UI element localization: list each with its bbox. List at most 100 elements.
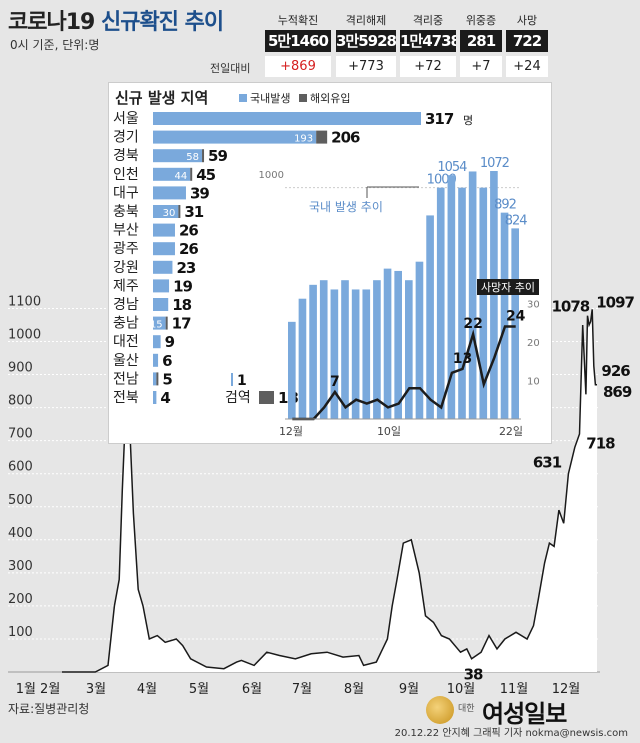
bar-value-label: 59	[208, 147, 227, 165]
bar-domestic	[153, 112, 421, 125]
trend-bar	[468, 171, 477, 419]
trend-bar	[383, 268, 392, 419]
stat-label: 누적확진	[277, 14, 319, 27]
y-tick-label: 500	[8, 493, 33, 508]
trend-bar	[436, 187, 445, 419]
bar-inner-label: 193	[294, 134, 313, 145]
trend-bar	[479, 187, 488, 419]
trend-bar	[426, 215, 434, 419]
bar-domestic	[153, 242, 175, 256]
x-tick-label: 8월	[344, 682, 364, 697]
bar-domestic	[153, 391, 157, 404]
category-label: 검역	[225, 390, 251, 406]
bar-domestic	[153, 335, 161, 349]
category-label: 인천	[113, 167, 139, 183]
bar-inner-label: 15	[150, 320, 163, 331]
trend-bar	[511, 228, 519, 419]
trend-y-tick: 1000	[259, 170, 284, 181]
bar-domestic	[153, 223, 175, 237]
trend-x-tick: 12월	[279, 425, 303, 438]
trend-bar	[298, 298, 307, 419]
series-line	[62, 309, 597, 673]
data-label: 38	[464, 665, 483, 683]
inset-title-text: 신규 발생 지역	[115, 89, 209, 107]
logo: 대한 여성일보	[424, 694, 614, 728]
trend-bar	[373, 280, 381, 419]
stat-change: +869	[265, 56, 331, 77]
trend-bar	[405, 280, 413, 419]
data-label: 1078	[551, 298, 589, 316]
stat-change: +773	[336, 56, 396, 77]
stat-value: 5만1460	[265, 30, 331, 52]
data-label: 869	[603, 383, 632, 401]
bar-domestic	[153, 149, 203, 163]
bar-domestic	[153, 298, 169, 311]
inset-title: 신규 발생 지역	[115, 87, 208, 108]
trend-bar	[309, 284, 317, 419]
data-label: 926	[601, 362, 630, 380]
bar-domestic	[231, 373, 233, 386]
bar-inner-label: 30	[163, 208, 176, 219]
stat-change: +7	[460, 56, 502, 77]
bar-overseas	[259, 391, 274, 404]
trend-bar-label: 1072	[480, 156, 509, 171]
inset-panel: 신규 발생 지역 국내발생 해외유입 서울 317 명 경기 193 206 경북 58 59 인…	[108, 82, 552, 444]
trend-bar	[341, 280, 349, 419]
trend-x-tick: 10일	[377, 424, 401, 438]
y-tick-label: 700	[8, 427, 33, 442]
y-tick-label: 400	[8, 526, 33, 541]
y-tick-label: 600	[8, 460, 33, 475]
page-title: 코로나19 신규확진 추이	[8, 4, 224, 36]
logo-mark-icon	[426, 696, 454, 724]
bar-value-label: 23	[176, 259, 195, 277]
bar-value-label: 9	[165, 333, 175, 351]
y-tick-label: 800	[8, 394, 33, 409]
stat-value: 281	[460, 30, 502, 52]
bar-overseas	[165, 316, 168, 330]
logo-small-text: 대한	[458, 704, 475, 714]
x-tick-label: 1월 2월	[16, 682, 61, 697]
bar-overseas	[190, 167, 193, 181]
trend-bar	[458, 187, 466, 419]
stat-change: +72	[400, 56, 456, 77]
category-label: 강원	[113, 260, 139, 276]
credit-line: 20.12.22 안지혜 그래픽 기자 nokma@newsis.com	[394, 728, 628, 739]
trend-x-tick: 22일	[499, 424, 523, 438]
x-tick-label: 12월	[552, 682, 581, 697]
bar-domestic	[153, 353, 159, 367]
bar-value-label: 31	[184, 203, 203, 221]
category-label: 경기	[113, 130, 139, 146]
bar-value-label: 26	[179, 222, 198, 240]
bar-value-label: 1	[237, 373, 247, 389]
category-label: 경북	[113, 148, 139, 164]
category-label: 전남	[113, 371, 139, 387]
category-label: 충북	[113, 204, 139, 220]
stat-label: 격리해제	[345, 14, 387, 27]
legend-domestic: 국내발생	[250, 92, 291, 105]
bar-domestic	[153, 260, 173, 274]
bar-value-label: 18	[172, 296, 191, 314]
trend-bar-label: 824	[505, 213, 528, 228]
category-label: 충남	[113, 316, 139, 332]
bar-value-label: 5	[162, 370, 172, 388]
bar-domestic	[153, 167, 191, 181]
category-label: 광주	[113, 241, 139, 257]
y-tick-label: 100	[8, 625, 33, 640]
death-label: 24	[506, 309, 526, 325]
category-label: 경남	[113, 297, 139, 313]
bar-value-label: 19	[173, 277, 192, 295]
category-label: 대구	[113, 185, 139, 201]
legend-overseas-swatch	[299, 94, 307, 102]
trend-bar	[330, 289, 339, 419]
stat-change: +24	[506, 56, 548, 77]
trend-bar	[447, 175, 456, 419]
bar-inner-label: 44	[174, 171, 187, 182]
bar-domestic	[153, 186, 186, 200]
stat-value: 1만4738	[400, 30, 456, 52]
death-label: 22	[463, 316, 482, 332]
legend-domestic-swatch	[239, 94, 247, 102]
bar-overseas	[178, 205, 181, 218]
y-tick-label: 300	[8, 559, 33, 574]
